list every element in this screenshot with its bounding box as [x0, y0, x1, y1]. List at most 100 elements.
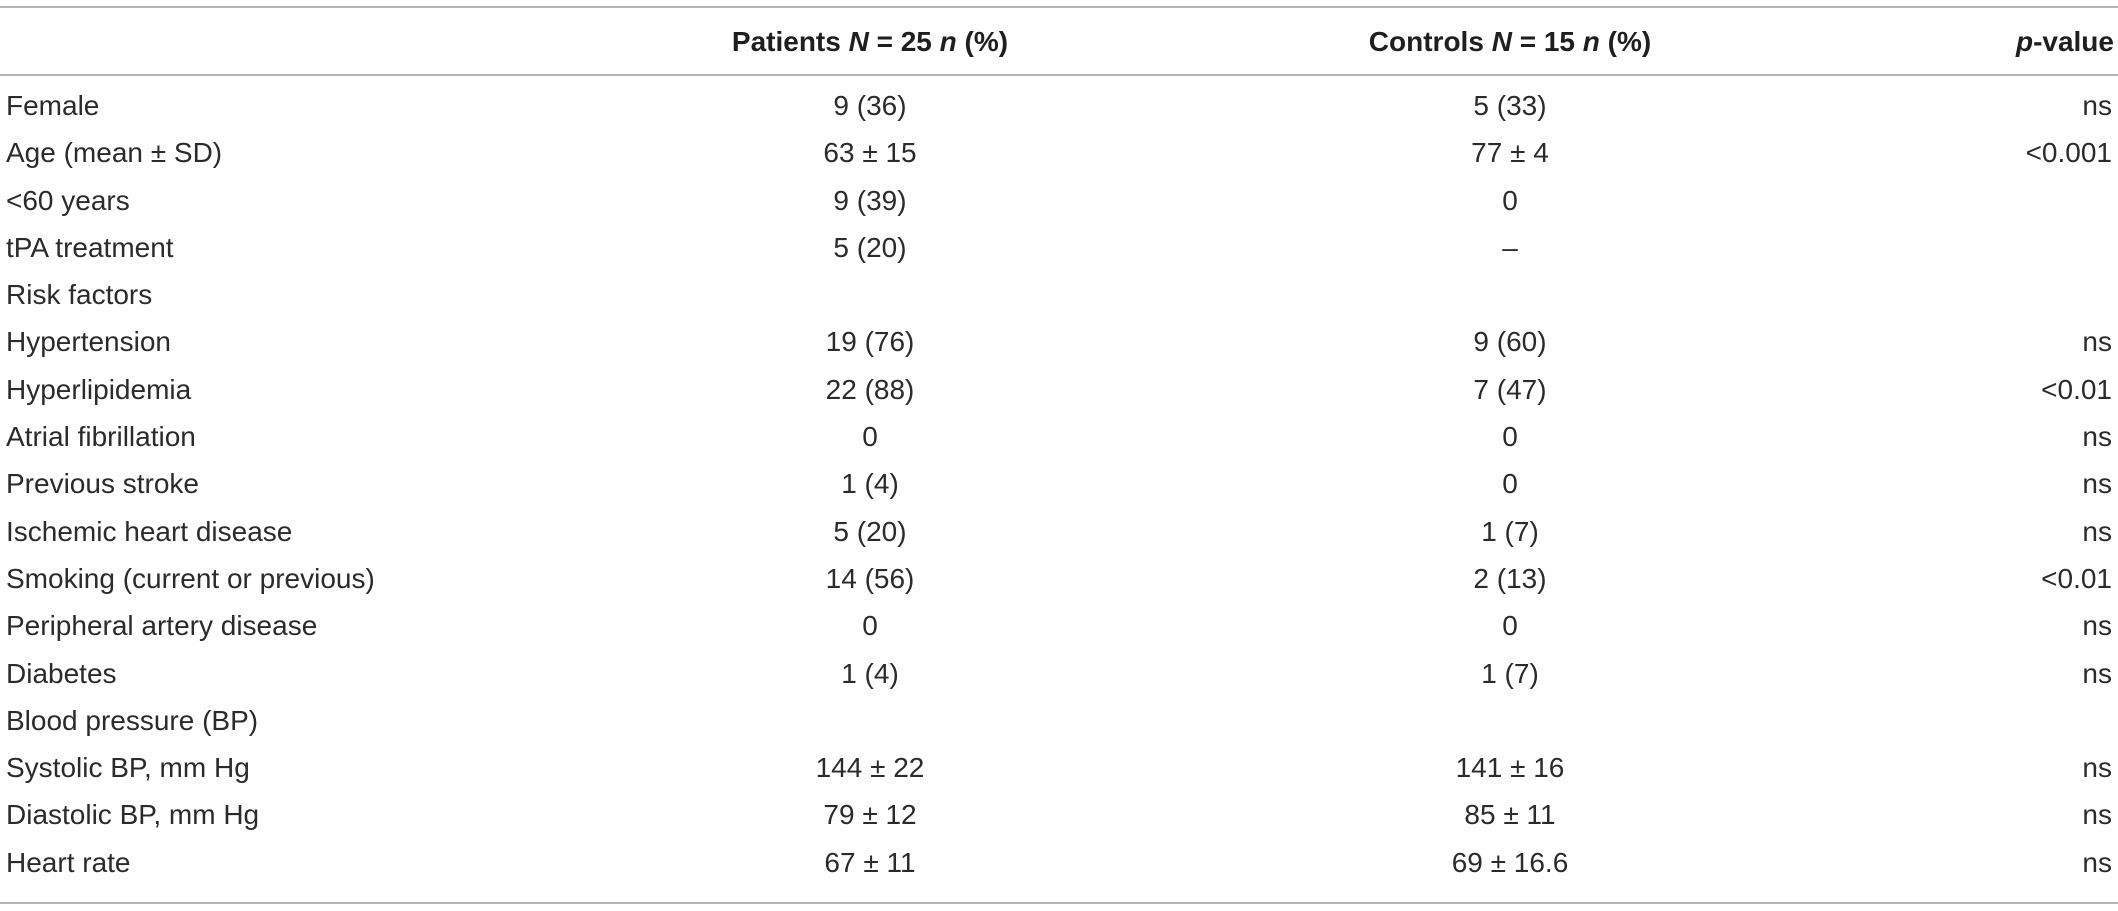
row-label: Diabetes [6, 657, 117, 689]
patients-value [640, 271, 1100, 318]
header-controls-pre: Controls [1368, 26, 1492, 57]
controls-value: 0 [1502, 610, 1518, 642]
table-row: tPA treatment 5 (20) – [0, 224, 2118, 271]
controls-value [1280, 697, 1740, 744]
controls-value: 69 ± 16.6 [1451, 846, 1569, 878]
controls-value: 9 (60) [1473, 326, 1547, 358]
patients-value: 1 (4) [841, 657, 899, 689]
row-label: Previous stroke [6, 468, 199, 500]
patients-value: 63 ± 15 [823, 137, 917, 169]
row-label: Heart rate [6, 846, 131, 878]
table-row: Age (mean ± SD) 63 ± 15 77 ± 4 <0.001 [0, 129, 2118, 176]
table-row: Hyperlipidemia 22 (88) 7 (47) <0.01 [0, 366, 2118, 413]
header-controls-N: N [1491, 26, 1512, 57]
p-value: ns [2082, 846, 2112, 878]
p-value: ns [2082, 468, 2112, 500]
table-row: Risk factors [0, 271, 2118, 318]
p-value: ns [2082, 421, 2112, 453]
controls-value: 2 (13) [1473, 562, 1547, 594]
controls-value: – [1502, 231, 1518, 263]
row-label: Peripheral artery disease [6, 610, 318, 642]
patients-value [640, 697, 1100, 744]
patients-value: 9 (36) [833, 90, 907, 121]
header-pvalue-p: p [2015, 26, 2034, 57]
table-body: Female 9 (36) 5 (33) ns Age (mean ± SD) 63 ± … [0, 82, 2118, 886]
patients-value: 0 [862, 610, 878, 642]
table-row: <60 years 9 (39) 0 [0, 177, 2118, 224]
table-row: Peripheral artery disease 0 0 ns [0, 602, 2118, 649]
patients-value: 14 (56) [825, 562, 915, 594]
patients-value: 5 (20) [833, 515, 907, 547]
table-row: Previous stroke 1 (4) 0 ns [0, 460, 2118, 507]
p-value: ns [2082, 657, 2112, 689]
patients-value: 1 (4) [841, 468, 899, 500]
table-row: Heart rate 67 ± 11 69 ± 16.6 ns [0, 839, 2118, 886]
table-row: Diabetes 1 (4) 1 (7) ns [0, 650, 2118, 697]
header-patients-n: n [939, 26, 957, 57]
table-bottom-rule [0, 902, 2118, 904]
header-patients-pre: Patients [731, 26, 849, 57]
p-value: <0.01 [2041, 373, 2112, 405]
row-label: Systolic BP, mm Hg [6, 752, 250, 784]
p-value: ns [2082, 610, 2112, 642]
table-header-rule [0, 74, 2118, 76]
row-label: <60 years [6, 184, 130, 216]
controls-value: 77 ± 4 [1471, 137, 1549, 169]
table-row: Systolic BP, mm Hg 144 ± 22 141 ± 16 ns [0, 744, 2118, 791]
table-row: Atrial fibrillation 0 0 ns [0, 413, 2118, 460]
header-patients-mid: = 25 [868, 26, 940, 57]
p-value: ns [2082, 515, 2112, 547]
table-row: Female 9 (36) 5 (33) ns [0, 82, 2118, 129]
row-label: Age (mean ± SD) [6, 137, 223, 169]
row-label: tPA treatment [6, 231, 174, 263]
p-value: ns [2082, 752, 2112, 784]
patients-value: 79 ± 12 [823, 799, 917, 831]
patients-value: 144 ± 22 [815, 752, 925, 784]
table-row: Diastolic BP, mm Hg 79 ± 12 85 ± 11 ns [0, 791, 2118, 838]
header-pvalue: p-value [2016, 10, 2114, 74]
controls-value: 0 [1502, 468, 1518, 500]
header-controls: Controls N = 15 n (%) [1280, 10, 1740, 74]
patients-value: 67 ± 11 [824, 846, 916, 878]
p-value: ns [2082, 90, 2112, 121]
table-top-rule [0, 6, 2118, 8]
header-patients-post: (%) [956, 26, 1009, 57]
header-patients-N: N [848, 26, 869, 57]
row-label: Female [6, 90, 100, 121]
controls-value: 141 ± 16 [1455, 752, 1565, 784]
p-value: ns [2082, 799, 2112, 831]
controls-value: 0 [1502, 421, 1518, 453]
row-label: Ischemic heart disease [6, 515, 293, 547]
controls-value: 1 (7) [1481, 657, 1539, 689]
table-row: Smoking (current or previous) 14 (56) 2 (1… [0, 555, 2118, 602]
table-row: Ischemic heart disease 5 (20) 1 (7) ns [0, 508, 2118, 555]
table-row: Blood pressure (BP) [0, 697, 2118, 744]
row-label: Blood pressure (BP) [6, 704, 259, 736]
controls-value: 0 [1502, 184, 1518, 216]
p-value: <0.001 [2025, 137, 2112, 169]
header-controls-post: (%) [1599, 26, 1652, 57]
patients-value: 0 [862, 421, 878, 453]
header-patients: Patients N = 25 n (%) [640, 10, 1100, 74]
controls-value: 85 ± 11 [1464, 799, 1556, 831]
header-controls-mid: = 15 [1511, 26, 1583, 57]
controls-value: 7 (47) [1473, 373, 1547, 405]
p-value: ns [2082, 326, 2112, 358]
patients-value: 9 (39) [833, 184, 907, 216]
controls-value [1280, 271, 1740, 318]
header-controls-n: n [1582, 26, 1600, 57]
row-label: Hyperlipidemia [6, 373, 192, 405]
patients-value: 5 (20) [833, 231, 907, 263]
table-header-row: Patients N = 25 n (%) Controls N = 15 n … [0, 10, 2118, 74]
table-row: Hypertension 19 (76) 9 (60) ns [0, 318, 2118, 365]
controls-value: 1 (7) [1481, 515, 1539, 547]
row-label: Risk factors [6, 279, 153, 311]
row-label: Hypertension [6, 326, 171, 358]
patients-value: 22 (88) [825, 373, 915, 405]
p-value: <0.01 [2041, 562, 2112, 594]
patients-value: 19 (76) [825, 326, 915, 358]
header-pvalue-post: -value [2033, 26, 2114, 57]
row-label: Smoking (current or previous) [6, 562, 375, 594]
row-label: Atrial fibrillation [6, 421, 196, 453]
